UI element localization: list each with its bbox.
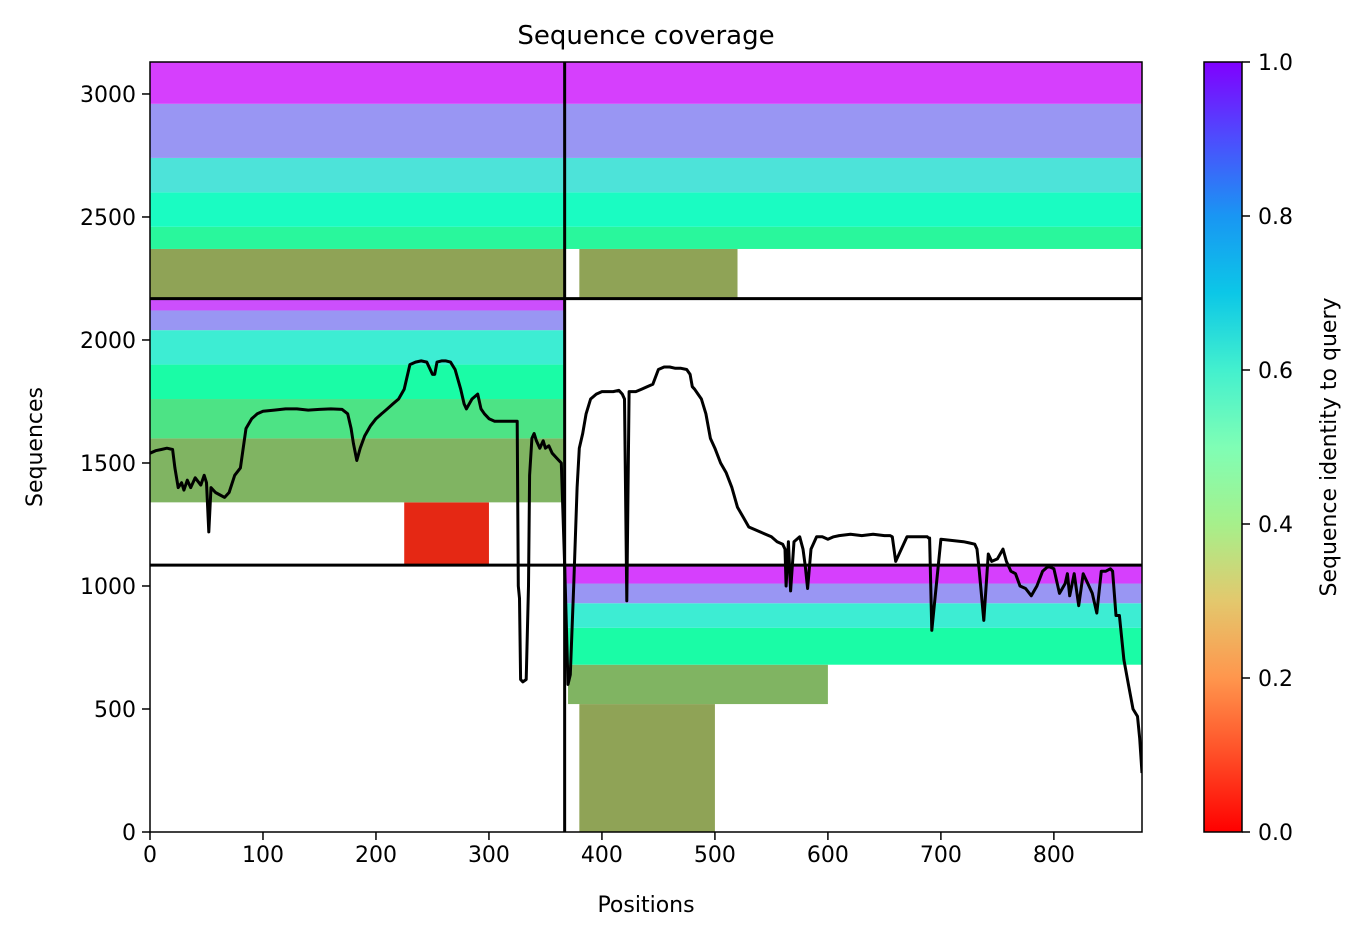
colorbar-tick-label: 0.0: [1258, 821, 1293, 846]
y-tick-label: 1500: [80, 452, 136, 477]
identity-band: [564, 565, 1142, 584]
chain-boundaries: [150, 62, 1142, 832]
x-tick-label: 400: [581, 843, 623, 868]
x-tick-label: 600: [807, 843, 849, 868]
identity-band: [150, 330, 565, 365]
identity-band: [150, 226, 565, 249]
identity-band: [564, 157, 1142, 193]
identity-band: [150, 310, 565, 331]
colorbar: [1203, 61, 1243, 833]
x-tick-label: 100: [242, 843, 284, 868]
x-axis-ticks: 0 100 200 300 400 500 600 700 800: [143, 832, 1075, 868]
identity-band: [579, 248, 738, 299]
identity-band: [150, 103, 565, 158]
colorbar-tick-label: 0.8: [1258, 205, 1293, 230]
x-tick-label: 0: [143, 843, 157, 868]
identity-band: [150, 248, 565, 299]
x-axis-label: Positions: [597, 893, 694, 918]
identity-band: [150, 438, 565, 503]
x-tick-label: 300: [468, 843, 510, 868]
identity-band: [564, 583, 1142, 604]
identity-band: [579, 704, 715, 832]
identity-heatmap: [150, 62, 1142, 832]
x-tick-label: 200: [355, 843, 397, 868]
identity-band: [150, 298, 565, 311]
x-tick-label: 500: [694, 843, 736, 868]
colorbar-tick-label: 0.2: [1258, 667, 1293, 692]
y-tick-label: 0: [122, 821, 136, 846]
identity-band: [150, 62, 565, 104]
identity-band: [564, 103, 1142, 158]
identity-band: [564, 627, 1142, 665]
colorbar-ticks: 0.0 0.2 0.4 0.6 0.8 1.0: [1242, 51, 1293, 846]
y-tick-label: 2500: [80, 206, 136, 231]
y-axis-label: Sequences: [23, 387, 48, 507]
identity-band: [150, 192, 565, 227]
identity-band: [564, 603, 1142, 628]
colorbar-label: Sequence identity to query: [1317, 297, 1342, 596]
identity-band: [568, 664, 828, 705]
chart-title: Sequence coverage: [517, 21, 774, 51]
identity-band: [564, 192, 1142, 227]
plot-frame: [149, 61, 1143, 833]
y-tick-label: 2000: [80, 329, 136, 354]
y-tick-label: 1000: [80, 575, 136, 600]
y-axis-ticks: 0 500 1000 1500 2000 2500 3000: [80, 83, 150, 846]
identity-band: [150, 364, 565, 400]
identity-band: [150, 399, 565, 439]
coverage-line-group: [150, 359, 1142, 774]
identity-band: [150, 157, 565, 193]
colorbar-tick-label: 1.0: [1258, 51, 1293, 76]
identity-band: [564, 226, 1142, 249]
coverage-line: [150, 359, 1142, 774]
identity-band: [564, 62, 1142, 104]
y-tick-label: 500: [94, 698, 136, 723]
colorbar-tick-label: 0.4: [1258, 513, 1293, 538]
colorbar-tick-label: 0.6: [1258, 359, 1293, 384]
identity-band: [404, 502, 489, 566]
x-tick-label: 700: [920, 843, 962, 868]
y-tick-label: 3000: [80, 83, 136, 108]
x-tick-label: 800: [1033, 843, 1075, 868]
